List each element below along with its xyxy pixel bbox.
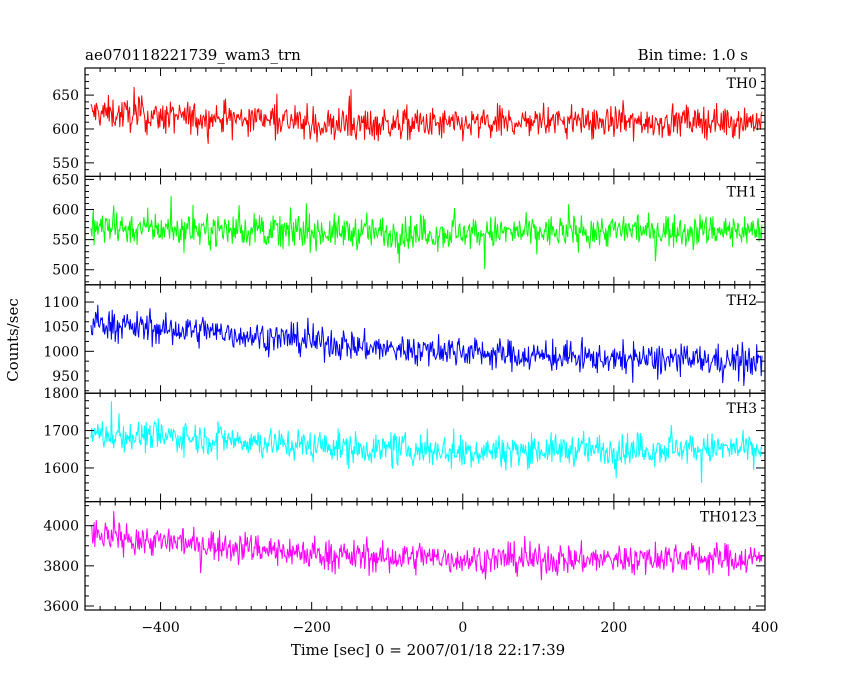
panel-label-th0123: TH0123	[700, 510, 757, 526]
y-tick-label: 600	[52, 122, 79, 138]
x-tick-label: 400	[752, 620, 779, 636]
series-line-th0123	[90, 511, 763, 581]
y-tick-label: 950	[52, 369, 79, 385]
x-tick-label: −200	[292, 620, 330, 636]
y-tick-label: 650	[52, 88, 79, 104]
panel-label-th2: TH2	[727, 293, 757, 309]
panels-group: 550 600 650 TH0 500 550 600 650 TH1 950 1000 1050 11…	[43, 67, 779, 636]
panel-th0: 550 600 650 TH0	[52, 67, 766, 178]
y-tick-label: 1800	[43, 386, 79, 402]
x-tick-label: 0	[458, 620, 467, 636]
panel-frame	[84, 284, 766, 394]
chart-title: ae070118221739_wam3_trn	[85, 46, 301, 64]
panel-th3: 1600 1700 1800 TH3	[43, 386, 766, 503]
y-tick-label: 3800	[43, 559, 79, 575]
panel-label-th1: TH1	[727, 184, 757, 200]
x-tick-label: −400	[141, 620, 179, 636]
y-tick-label: 1100	[43, 295, 79, 311]
y-axis-label: Counts/sec	[4, 298, 22, 382]
panel-label-th3: TH3	[727, 401, 757, 417]
series-line-th0	[90, 86, 763, 144]
x-axis-label: Time [sec] 0 = 2007/01/18 22:17:39	[291, 641, 565, 659]
series-line-th3	[90, 401, 763, 484]
y-tick-label: 650	[52, 172, 79, 188]
panel-label-th0: TH0	[727, 76, 757, 92]
y-tick-label: 1700	[43, 424, 79, 440]
panel-th1: 500 550 600 650 TH1	[52, 172, 766, 286]
y-tick-label: 1600	[43, 461, 79, 477]
y-tick-label: 600	[52, 203, 79, 219]
y-tick-label: 550	[52, 233, 79, 249]
y-tick-label: 550	[52, 156, 79, 172]
panel-th0123: 3600 3800 4000 TH0123	[43, 501, 766, 615]
y-tick-label: 3600	[43, 599, 79, 615]
series-line-th1	[90, 195, 763, 270]
y-tick-label: 1050	[43, 320, 79, 336]
y-tick-label: 4000	[43, 519, 79, 535]
series-line-th2	[90, 304, 763, 386]
x-tick-label: 200	[601, 620, 628, 636]
y-tick-label: 500	[52, 263, 79, 279]
panel-frame	[84, 501, 766, 611]
bin-time-label: Bin time: 1.0 s	[638, 46, 748, 64]
panel-th2: 950 1000 1050 1100 TH2	[43, 284, 766, 394]
y-tick-label: 1000	[43, 344, 79, 360]
panel-frame	[84, 67, 766, 178]
